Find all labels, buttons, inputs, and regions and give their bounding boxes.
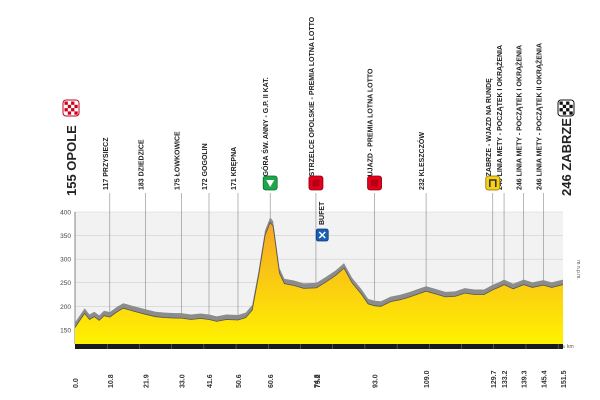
y-tick-label: 200: [60, 304, 71, 311]
mountain-icon: [262, 175, 278, 191]
waypoint-label: 246 LINIA METY - POCZĄTEK II OKRĄŻENIA: [535, 43, 543, 190]
x-axis-label: km: [567, 344, 574, 350]
y-tick-label: 250: [60, 280, 71, 287]
x-tick-label: 41.6: [207, 374, 214, 388]
sprint-icon: [367, 175, 382, 191]
distance-bar-label: 60: [269, 345, 273, 349]
distance-bar-label: 10: [108, 345, 112, 349]
waypoint-label: 183 DZIEDZICE: [139, 139, 146, 190]
y-axis-label: m n.p.m.: [575, 260, 581, 279]
x-tick-label: 0.0: [73, 378, 80, 388]
waypoint-label: 246 LINIA METY - POCZĄTEK I OKRĄŻENIA: [496, 45, 504, 190]
x-tick-label: 74.8: [314, 374, 321, 388]
distance-bar-label: 30: [173, 345, 177, 349]
feed-zone-label: BUFET: [319, 201, 326, 225]
x-tick-label: 50.6: [236, 374, 243, 388]
distance-bar-label: 50: [237, 345, 241, 349]
start-flag-icon: [62, 99, 80, 117]
x-tick-label: 33.0: [179, 374, 186, 388]
x-tick-label: 10.8: [108, 374, 115, 388]
waypoint-label: 235 ZABRZE - WJAZD NA RUNDĘ: [486, 78, 493, 190]
y-tick-label: 150: [60, 327, 71, 334]
elevation-line: [74, 221, 564, 328]
start-label: 155 OPOLE: [64, 125, 79, 196]
waypoint-label: 378 GÓRA ŚW. ANNY - G.P. II KAT.: [261, 77, 270, 190]
waypoint-label: 171 KRĘPNA: [231, 147, 238, 190]
y-tick-label: 350: [60, 233, 71, 240]
x-tick-label: 133.2: [502, 370, 509, 388]
x-tick-label: 93.0: [373, 374, 380, 388]
elevation-area: [75, 222, 563, 344]
x-tick-label: 151.5: [561, 370, 568, 388]
distance-bar-label: 80: [334, 345, 338, 349]
x-tick-label: 109.0: [424, 370, 431, 388]
distance-bar-label: 40: [205, 345, 209, 349]
finish-flag-icon: [557, 99, 575, 117]
circuit-icon: [485, 175, 501, 191]
x-tick-label: 60.6: [268, 374, 275, 388]
x-tick-label: 139.3: [522, 370, 529, 388]
x-tick-label: 129.7: [491, 370, 498, 388]
distance-bar-label: 150: [559, 345, 565, 349]
waypoint-label: 172 GOGOLIN: [202, 143, 209, 190]
y-tick-label: 300: [60, 257, 71, 264]
distance-bar-label: 70: [301, 345, 305, 349]
x-tick-label: 145.4: [541, 370, 548, 388]
waypoint-label: 246 LINIA METY - POCZĄTEK I OKRĄŻENIA: [516, 45, 524, 190]
distance-bar-label: 130: [495, 345, 501, 349]
x-tick-label: 21.9: [144, 374, 151, 388]
finish-label: 246 ZABRZE: [559, 118, 574, 196]
distance-bar: [75, 344, 563, 349]
y-tick-label: 400: [60, 210, 71, 217]
distance-bar-label: 120: [463, 345, 469, 349]
waypoint-label: 239 STRZELCE OPOLSKIE - PREMIA LOTNA LOT…: [309, 16, 316, 190]
x-tick-label: 75.2: [315, 374, 322, 388]
distance-bar-label: 140: [527, 345, 533, 349]
waypoint-label: 201 UJAZD - PREMIA LOTNA LOTTO: [368, 68, 375, 190]
sprint-icon: [308, 175, 324, 191]
waypoint-label: 117 PRZYSIECZ: [103, 137, 110, 190]
distance-bar-label: 100: [398, 345, 404, 349]
waypoint-label: 175 ŁOWKOWICE: [174, 131, 181, 190]
waypoint-label: 232 KLESZCZÓW: [417, 132, 426, 190]
distance-bar-label: 110: [430, 345, 436, 349]
distance-bar-label: 90: [366, 345, 370, 349]
distance-bar-label: 20: [140, 345, 144, 349]
feed-zone-icon: [315, 228, 329, 242]
